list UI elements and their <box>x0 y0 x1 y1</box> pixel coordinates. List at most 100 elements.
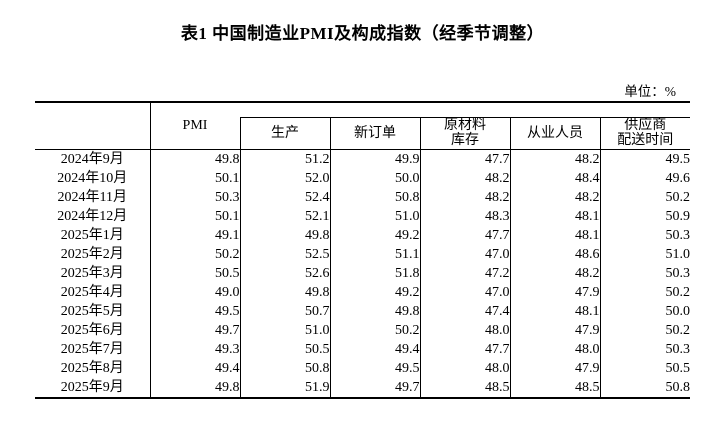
value-cell: 47.9 <box>509 320 600 340</box>
value-cell: 49.3 <box>149 339 240 359</box>
table-title: 表1 中国制造业PMI及构成指数（经季节调整） <box>180 24 545 43</box>
value-cell: 48.2 <box>509 149 600 169</box>
value-cell: 48.4 <box>509 168 600 188</box>
table-row: 2025年1月 49.1 49.8 49.2 47.7 48.1 50.3 <box>35 225 690 245</box>
value-cell: 47.9 <box>509 358 600 378</box>
value-cell: 48.0 <box>419 320 510 340</box>
value-cell: 47.7 <box>419 149 510 169</box>
row-label-column-header <box>35 102 150 150</box>
table-row: 2025年2月 50.2 52.5 51.1 47.0 48.6 51.0 <box>35 244 690 264</box>
value-cell: 49.5 <box>329 358 420 378</box>
value-cell: 51.8 <box>329 263 420 283</box>
column-header-pmi: PMI <box>149 102 240 150</box>
table-row: 2025年6月 49.7 51.0 50.2 48.0 47.9 50.2 <box>35 320 690 340</box>
row-label-cell: 2024年11月 <box>57 189 127 205</box>
value-cell: 47.4 <box>419 301 510 321</box>
value-cell: 50.5 <box>599 358 690 378</box>
value-cell: 50.5 <box>149 263 240 283</box>
table-row: 2025年5月 49.5 50.7 49.8 47.4 48.1 50.0 <box>35 301 690 321</box>
value-cell: 49.8 <box>239 282 330 302</box>
value-cell: 51.0 <box>239 320 330 340</box>
row-label-cell: 2024年12月 <box>57 208 128 224</box>
value-cell: 49.7 <box>329 377 420 398</box>
row-label-cell: 2025年3月 <box>60 265 124 281</box>
value-cell: 50.7 <box>239 301 330 321</box>
value-cell: 47.9 <box>509 282 600 302</box>
value-cell: 48.2 <box>419 168 510 188</box>
column-header-new-orders: 新订单 <box>329 116 420 150</box>
value-cell: 49.5 <box>149 301 240 321</box>
value-cell: 50.5 <box>239 339 330 359</box>
header-spacer <box>240 102 690 117</box>
value-cell: 51.0 <box>599 244 690 264</box>
row-label-cell: 2025年6月 <box>60 322 124 338</box>
value-cell: 50.2 <box>599 320 690 340</box>
table-row: 2024年12月 50.1 52.1 51.0 48.3 48.1 50.9 <box>35 206 690 226</box>
row-label-cell: 2025年4月 <box>60 284 124 300</box>
value-cell: 49.8 <box>239 225 330 245</box>
table-row: 2024年10月 50.1 52.0 50.0 48.2 48.4 49.6 <box>35 168 690 188</box>
value-cell: 50.0 <box>329 168 420 188</box>
value-cell: 49.0 <box>149 282 240 302</box>
value-cell: 51.0 <box>329 206 420 226</box>
value-cell: 50.8 <box>329 187 420 207</box>
value-cell: 49.4 <box>149 358 240 378</box>
row-label-cell: 2025年7月 <box>60 341 124 357</box>
value-cell: 48.1 <box>509 206 600 226</box>
value-cell: 52.4 <box>239 187 330 207</box>
table-row: 2025年7月 49.3 50.5 49.4 47.7 48.0 50.3 <box>35 339 690 359</box>
value-cell: 51.1 <box>329 244 420 264</box>
value-cell: 50.3 <box>599 263 690 283</box>
table-row: 2025年3月 50.5 52.6 51.8 47.2 48.2 50.3 <box>35 263 690 283</box>
unit-label: 单位：% <box>624 84 676 99</box>
value-cell: 50.0 <box>599 301 690 321</box>
value-cell: 48.6 <box>509 244 600 264</box>
value-cell: 47.0 <box>419 244 510 264</box>
value-cell: 52.5 <box>239 244 330 264</box>
value-cell: 49.8 <box>149 377 240 398</box>
value-cell: 48.2 <box>509 187 600 207</box>
value-cell: 52.1 <box>239 206 330 226</box>
value-cell: 50.8 <box>239 358 330 378</box>
value-cell: 49.5 <box>599 149 690 169</box>
value-cell: 49.8 <box>149 149 240 169</box>
row-label-cell: 2025年2月 <box>60 246 124 262</box>
value-cell: 49.9 <box>329 149 420 169</box>
value-cell: 49.2 <box>329 225 420 245</box>
value-cell: 50.2 <box>599 282 690 302</box>
value-cell: 52.6 <box>239 263 330 283</box>
column-header-supplier-delivery-time: 供应商 配送时间 <box>599 116 690 150</box>
row-label-cell: 2025年9月 <box>60 379 124 395</box>
value-cell: 49.2 <box>329 282 420 302</box>
table-row: 2025年9月 49.8 51.9 49.7 48.5 48.5 50.8 <box>35 377 690 398</box>
value-cell: 52.0 <box>239 168 330 188</box>
value-cell: 48.1 <box>509 225 600 245</box>
value-cell: 49.7 <box>149 320 240 340</box>
value-cell: 50.3 <box>599 339 690 359</box>
value-cell: 50.2 <box>599 187 690 207</box>
value-cell: 50.1 <box>149 206 240 226</box>
table-row: 2025年4月 49.0 49.8 49.2 47.0 47.9 50.2 <box>35 282 690 302</box>
table-row: 2024年11月 50.3 52.4 50.8 48.2 48.2 50.2 <box>35 187 690 207</box>
value-cell: 48.2 <box>509 263 600 283</box>
value-cell: 47.7 <box>419 339 510 359</box>
value-cell: 48.5 <box>509 377 600 398</box>
pmi-table-header: PMI 生产 新订单 原材料 库存 从业人员 供应商 配送时间 <box>35 102 690 150</box>
value-cell: 50.3 <box>599 225 690 245</box>
value-cell: 48.1 <box>509 301 600 321</box>
value-cell: 47.0 <box>419 282 510 302</box>
value-cell: 47.2 <box>419 263 510 283</box>
value-cell: 49.8 <box>329 301 420 321</box>
value-cell: 50.1 <box>149 168 240 188</box>
value-cell: 49.6 <box>599 168 690 188</box>
table-body: 2024年9月 49.8 51.2 49.9 47.7 48.2 49.5 20… <box>35 149 690 398</box>
value-cell: 51.9 <box>239 377 330 398</box>
column-header-raw-materials-inventory: 原材料 库存 <box>419 116 510 150</box>
row-label-cell: 2025年1月 <box>60 227 124 243</box>
value-cell: 48.5 <box>419 377 510 398</box>
value-cell: 50.2 <box>149 244 240 264</box>
value-cell: 47.7 <box>419 225 510 245</box>
table-row: 2025年8月 49.4 50.8 49.5 48.0 47.9 50.5 <box>35 358 690 378</box>
value-cell: 50.9 <box>599 206 690 226</box>
